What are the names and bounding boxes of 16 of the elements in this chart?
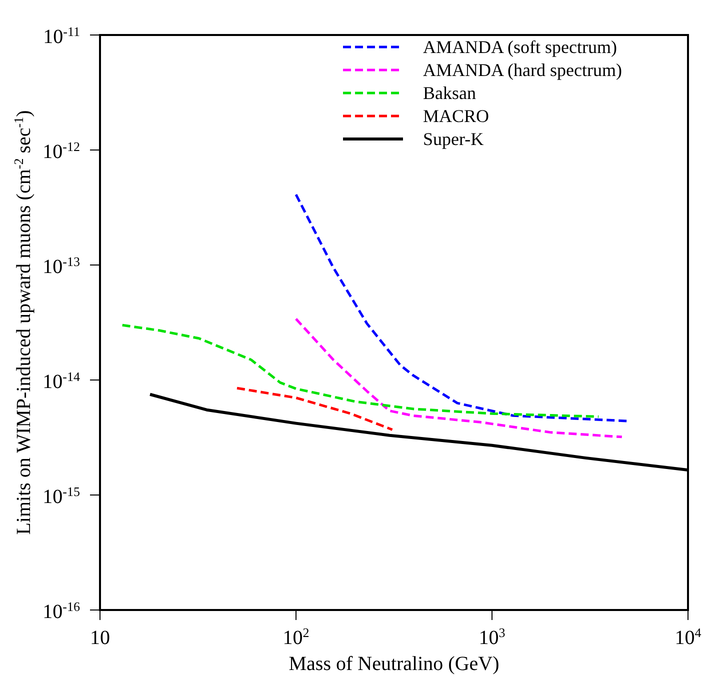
y-tick-label: 10$^{-16}$ [42,598,80,623]
y-tick-label: 10$^{-13}$ [42,254,80,278]
legend-label: Baksan [423,83,476,103]
x-tick-label: 10$^{2}$ [282,624,310,649]
x-tick-label: 10$^{3}$ [478,624,506,649]
y-tick-label: 10$^{-12}$ [42,138,80,163]
legend-label: AMANDA (soft spectrum) [423,37,617,57]
x-axis-title: Mass of Neutralino (GeV) [288,653,500,675]
legend-label: MACRO [423,106,490,126]
y-tick-label: 10$^{-15}$ [42,484,80,508]
y-tick-label: 10$^{-14}$ [42,368,80,393]
legend-label: Super-K [423,129,484,149]
y-tick-label: 10$^{-11}$ [43,24,80,48]
legend-label: AMANDA (hard spectrum) [423,60,622,80]
x-tick-label: 10$^{4}$ [674,624,702,649]
x-tick-label: 10 [90,627,110,649]
